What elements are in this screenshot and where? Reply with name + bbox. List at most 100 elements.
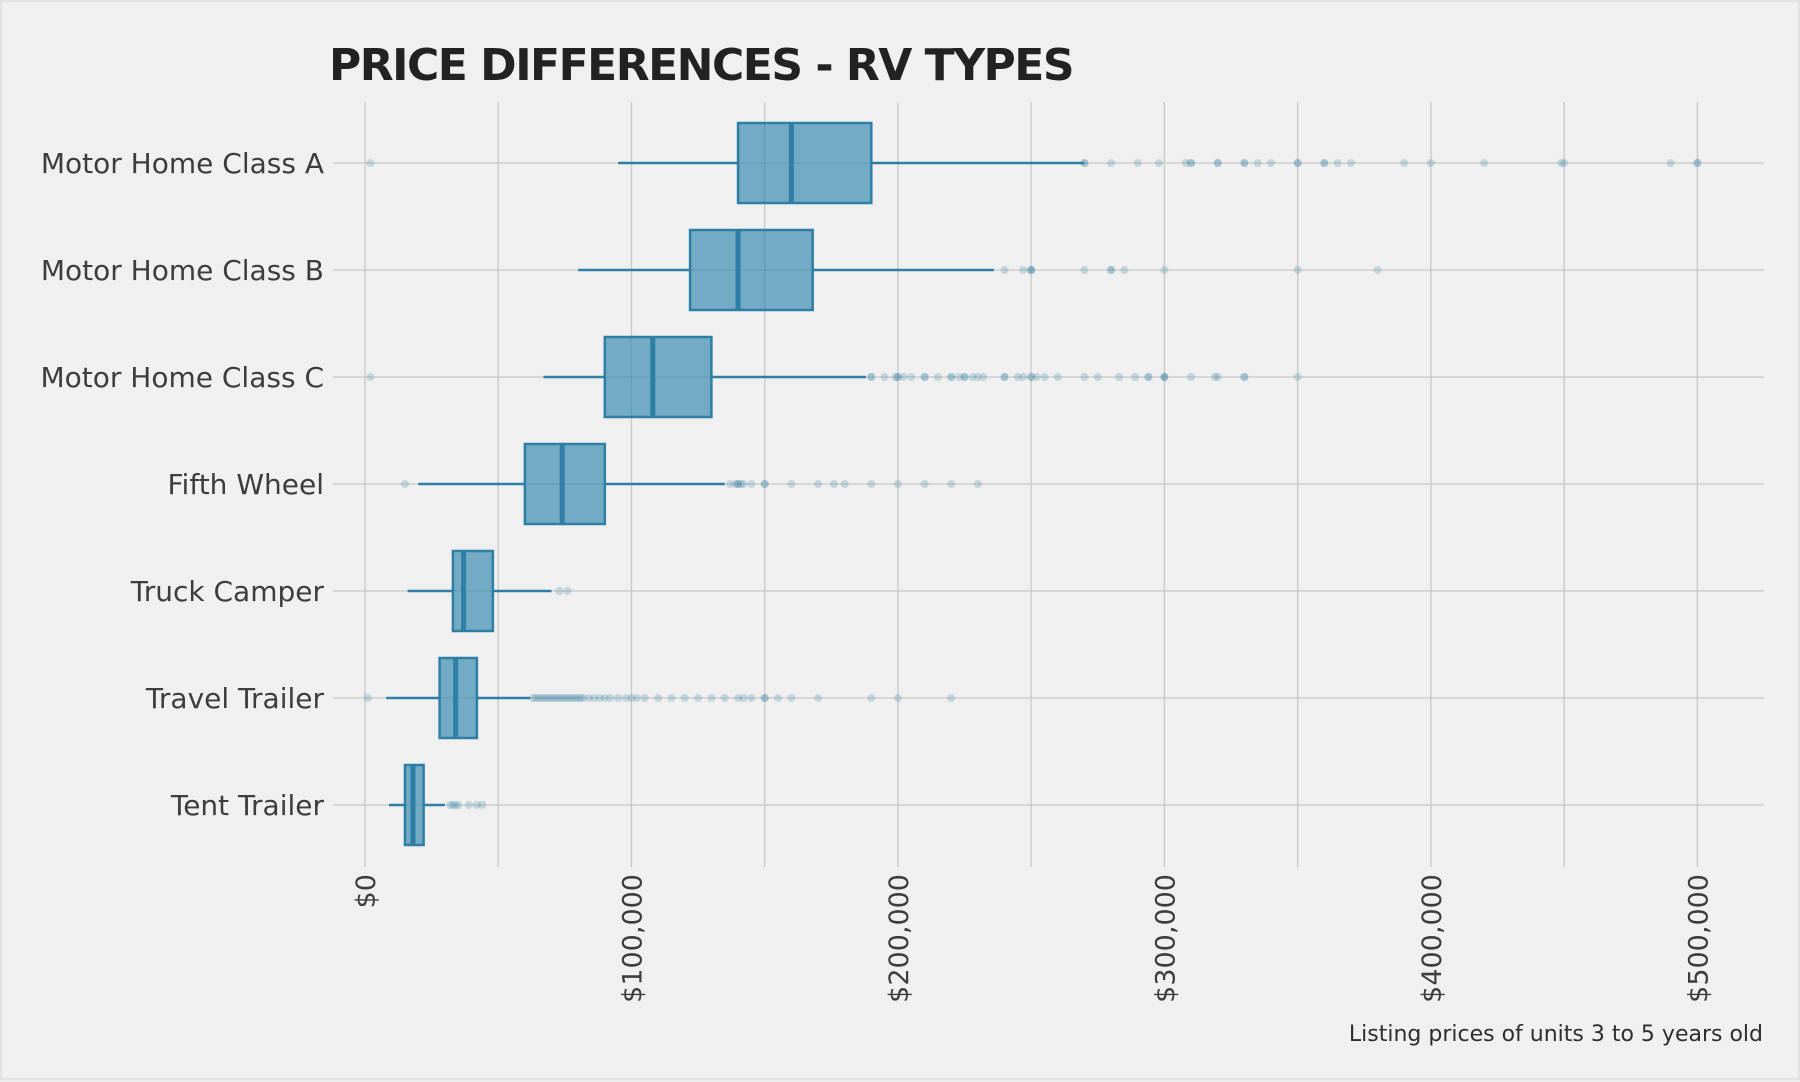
outlier-point: [534, 694, 543, 702]
outlier-point: [899, 373, 908, 381]
outlier-point: [574, 694, 583, 702]
outlier-point: [947, 694, 956, 702]
outlier-point: [1240, 159, 1249, 167]
outlier-point: [726, 480, 735, 488]
outlier-point: [1027, 373, 1036, 381]
outlier-point: [451, 801, 460, 809]
outlier-point: [1144, 373, 1153, 381]
outlier-point: [787, 480, 796, 488]
outlier-point: [1293, 159, 1302, 167]
outlier-point: [760, 480, 769, 488]
outlier-point: [464, 801, 473, 809]
outlier-point: [595, 694, 604, 702]
outlier-point: [891, 373, 900, 381]
outlier-point: [539, 694, 548, 702]
outlier-point: [774, 694, 783, 702]
chart-caption: Listing prices of units 3 to 5 years old: [1349, 1022, 1763, 1047]
outlier-point: [1557, 159, 1566, 167]
outlier-point: [552, 694, 561, 702]
box: [603, 335, 713, 419]
outlier-point: [568, 694, 577, 702]
outlier-point: [1240, 159, 1249, 167]
outlier-point: [1160, 373, 1169, 381]
chart-title: PRICE DIFFERENCES - RV TYPES: [329, 40, 1073, 91]
outlier-point: [1032, 373, 1041, 381]
outlier-point: [667, 694, 676, 702]
outlier-point: [731, 480, 740, 488]
outlier-point: [1160, 373, 1169, 381]
box: [688, 228, 814, 312]
x-tick-label: $500,000: [1683, 874, 1714, 1003]
outlier-point: [973, 480, 982, 488]
outlier-point: [1144, 373, 1153, 381]
outlier-point: [454, 801, 463, 809]
outlier-point: [600, 694, 609, 702]
outlier-point: [1240, 373, 1249, 381]
outlier-point: [1053, 373, 1062, 381]
outlier-point: [1080, 373, 1089, 381]
outlier-point: [1213, 159, 1222, 167]
outlier-point: [1293, 373, 1302, 381]
category-label: Motor Home Class B: [41, 254, 324, 287]
outlier-point: [1120, 266, 1129, 274]
outlier-point: [560, 694, 569, 702]
outlier-point: [1267, 159, 1276, 167]
outlier-point: [531, 694, 540, 702]
outlier-point: [747, 480, 756, 488]
outlier-point: [867, 694, 876, 702]
box: [438, 656, 479, 740]
outlier-point: [1187, 373, 1196, 381]
outlier-point: [1293, 266, 1302, 274]
outlier-point: [366, 373, 375, 381]
outlier-point: [446, 801, 455, 809]
outlier-point: [1181, 159, 1190, 167]
outlier-point: [1080, 159, 1089, 167]
outlier-point: [555, 587, 564, 595]
outlier-point: [968, 373, 977, 381]
outlier-point: [558, 694, 567, 702]
outlier-point: [813, 694, 822, 702]
category-label: Tent Trailer: [170, 789, 325, 822]
outlier-point: [1560, 159, 1569, 167]
outlier-point: [1155, 159, 1164, 167]
box-layer: [363, 121, 1702, 847]
label-layer: Motor Home Class A Motor Home Class B Moto…: [40, 147, 1714, 1003]
outlier-point: [550, 694, 559, 702]
outlier-point: [536, 694, 545, 702]
outlier-point: [734, 480, 743, 488]
x-tick-label: $400,000: [1417, 874, 1448, 1003]
outlier-point: [1160, 266, 1169, 274]
outlier-point: [1000, 373, 1009, 381]
x-tick-label: $100,000: [617, 874, 648, 1003]
outlier-point: [1187, 159, 1196, 167]
outlier-point: [1131, 373, 1140, 381]
outlier-point: [590, 694, 599, 702]
outlier-point: [1019, 266, 1028, 274]
outlier-point: [1040, 373, 1049, 381]
outlier-point: [947, 373, 956, 381]
outlier-point: [907, 373, 916, 381]
outlier-point: [544, 694, 553, 702]
outlier-point: [1346, 159, 1355, 167]
outlier-point: [734, 694, 743, 702]
outlier-point: [1019, 373, 1028, 381]
outlier-point: [1027, 266, 1036, 274]
outlier-point: [563, 587, 572, 595]
outlier-point: [614, 694, 623, 702]
outlier-point: [1027, 266, 1036, 274]
outlier-point: [829, 480, 838, 488]
outlier-point: [880, 373, 889, 381]
outlier-point: [576, 694, 585, 702]
outlier-point: [1027, 266, 1036, 274]
outlier-point: [893, 694, 902, 702]
outlier-point: [579, 694, 588, 702]
outlier-point: [563, 694, 572, 702]
outlier-point: [1107, 266, 1116, 274]
outlier-point: [1293, 159, 1302, 167]
outlier-point: [584, 694, 593, 702]
outlier-point: [1133, 159, 1142, 167]
outlier-point: [787, 694, 796, 702]
outlier-point: [366, 159, 375, 167]
outlier-point: [571, 694, 580, 702]
outlier-point: [947, 373, 956, 381]
